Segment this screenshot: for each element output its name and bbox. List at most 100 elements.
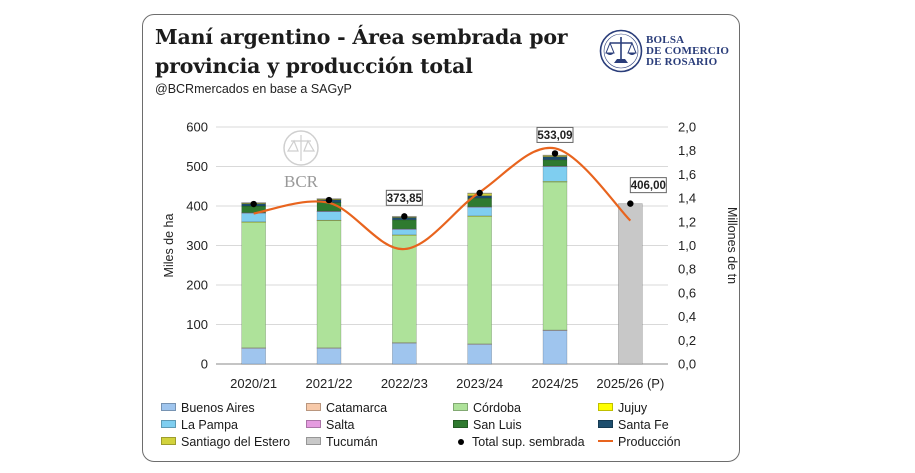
bar-segment: [542, 166, 568, 182]
bar-segment: [467, 343, 492, 365]
left-axis-tick-label: 0: [201, 357, 208, 372]
x-axis-tick-label: 2021/22: [306, 376, 353, 391]
right-axis-tick-label: 1,8: [678, 143, 696, 158]
bar-segment: [316, 211, 342, 221]
right-axis-title: Millones de tn: [725, 207, 739, 284]
right-axis-tick-label: 0,6: [678, 285, 696, 300]
left-axis-tick-label: 100: [186, 317, 208, 332]
right-axis-tick-label: 2,0: [678, 120, 696, 135]
left-axis-tick-label: 200: [186, 278, 208, 293]
right-axis-tick-label: 0,8: [678, 262, 696, 277]
data-label: 373,85: [387, 193, 423, 205]
right-axis-tick-label: 1,0: [678, 238, 696, 253]
total-sown-point: [250, 200, 257, 208]
chart-title: Maní argentino - Área sembrada por provi…: [155, 25, 568, 78]
legend-item: Jujuy: [598, 401, 647, 415]
legend-swatch: [306, 437, 321, 445]
legend-item: Tucumán: [306, 435, 378, 449]
left-axis-title: Miles de ha: [162, 213, 176, 277]
legend-item: Producción: [598, 435, 681, 449]
bar-segment: [392, 342, 417, 365]
bar-segment: [467, 206, 492, 217]
bcr-emblem-icon: [599, 29, 643, 73]
bar-segment: [542, 159, 568, 167]
bar-segment: [241, 212, 266, 223]
bar-segment: [241, 347, 266, 365]
legend-item: Buenos Aires: [161, 401, 255, 415]
bar-segment: [392, 234, 417, 343]
total-sown-point: [325, 196, 333, 204]
legend-item: La Pampa: [161, 418, 238, 432]
x-axis-tick-label: 2024/25: [532, 376, 579, 391]
legend-swatch: [453, 403, 468, 411]
bcr-watermark: [283, 130, 319, 166]
chart-card: Maní argentino - Área sembrada por provi…: [142, 14, 740, 462]
legend-swatch: [598, 403, 613, 411]
bar-segment: [542, 181, 568, 331]
right-axis-tick-label: 1,4: [678, 191, 696, 206]
legend-swatch: [306, 420, 321, 428]
legend-swatch: [161, 403, 176, 411]
total-sown-point: [401, 213, 408, 220]
logo-line: DE COMERCIO: [646, 45, 730, 57]
bar-segment: [542, 156, 568, 161]
bar-segment: [392, 342, 417, 344]
total-sown-point: [476, 189, 483, 197]
right-axis-tick-label: 1,6: [678, 167, 696, 182]
x-axis-tick-label: 2020/21: [230, 376, 277, 391]
data-label: 406,00: [631, 180, 666, 192]
bar-segment: [392, 234, 417, 236]
legend-label: Santa Fe: [618, 418, 669, 432]
right-axis-tick-label: 0,4: [678, 309, 696, 324]
legend-item: Salta: [306, 418, 355, 432]
legend-swatch: [161, 437, 176, 445]
legend-label: Catamarca: [326, 401, 388, 415]
right-axis-tick-label: 0,2: [678, 333, 696, 348]
bar-segment: [392, 229, 417, 236]
legend-dot-icon: [458, 439, 464, 445]
legend-label: Producción: [618, 435, 681, 449]
legend-label: Jujuy: [618, 401, 648, 415]
logo-line: BOLSA: [646, 34, 685, 46]
legend-label: Buenos Aires: [181, 401, 255, 415]
data-label-box: [536, 126, 574, 143]
left-axis-tick-label: 600: [186, 120, 208, 135]
legend-item: Córdoba: [453, 401, 521, 415]
chart-subtitle: @BCRmercados en base a SAGyP: [155, 82, 352, 96]
x-axis-tick-label: 2023/24: [456, 376, 503, 391]
legend-item: San Luis: [453, 418, 522, 432]
data-label-box: [629, 177, 667, 194]
bar-segment: [467, 215, 492, 345]
left-axis-tick-label: 300: [186, 238, 208, 253]
legend-line-icon: [598, 440, 613, 442]
legend-label: Tucumán: [326, 435, 378, 449]
legend-label: La Pampa: [181, 418, 238, 432]
legend-swatch: [598, 420, 613, 428]
bcr-logo: BOLSA DE COMERCIO DE ROSARIO: [599, 27, 739, 77]
left-axis-tick-label: 500: [186, 159, 208, 174]
stacked-bar-chart: BCR 0 100 200 300 400 500 600 0,0 0,2 0,4 0,6 0,8 1,0…: [162, 120, 739, 392]
legend-label: Córdoba: [473, 401, 521, 415]
bar-segment: [241, 221, 266, 349]
watermark-text: BCR: [284, 172, 319, 191]
legend-swatch: [306, 403, 321, 411]
legend-item: Santa Fe: [598, 418, 669, 432]
data-label: 533,09: [537, 130, 572, 142]
bar-segment: [392, 219, 417, 230]
logo-line: DE ROSARIO: [646, 56, 718, 68]
legend-label: San Luis: [473, 418, 522, 432]
bar-segment: [542, 330, 568, 365]
bcr-logo-text: BOLSA DE COMERCIO DE ROSARIO: [646, 35, 729, 68]
legend-swatch: [453, 420, 468, 428]
legend-item: Santiago del Estero: [161, 435, 290, 449]
right-axis-tick-label: 0,0: [678, 357, 696, 372]
bar-segment: [316, 347, 342, 365]
x-axis-tick-label: 2022/23: [381, 376, 428, 391]
bar-segment: [316, 220, 342, 349]
total-sown-point: [627, 200, 634, 207]
legend-label: Salta: [326, 418, 355, 432]
left-axis-tick-label: 400: [186, 199, 208, 214]
legend-item: Catamarca: [306, 401, 387, 415]
total-sown-point: [551, 150, 559, 157]
right-axis-tick-label: 1,2: [678, 214, 696, 229]
